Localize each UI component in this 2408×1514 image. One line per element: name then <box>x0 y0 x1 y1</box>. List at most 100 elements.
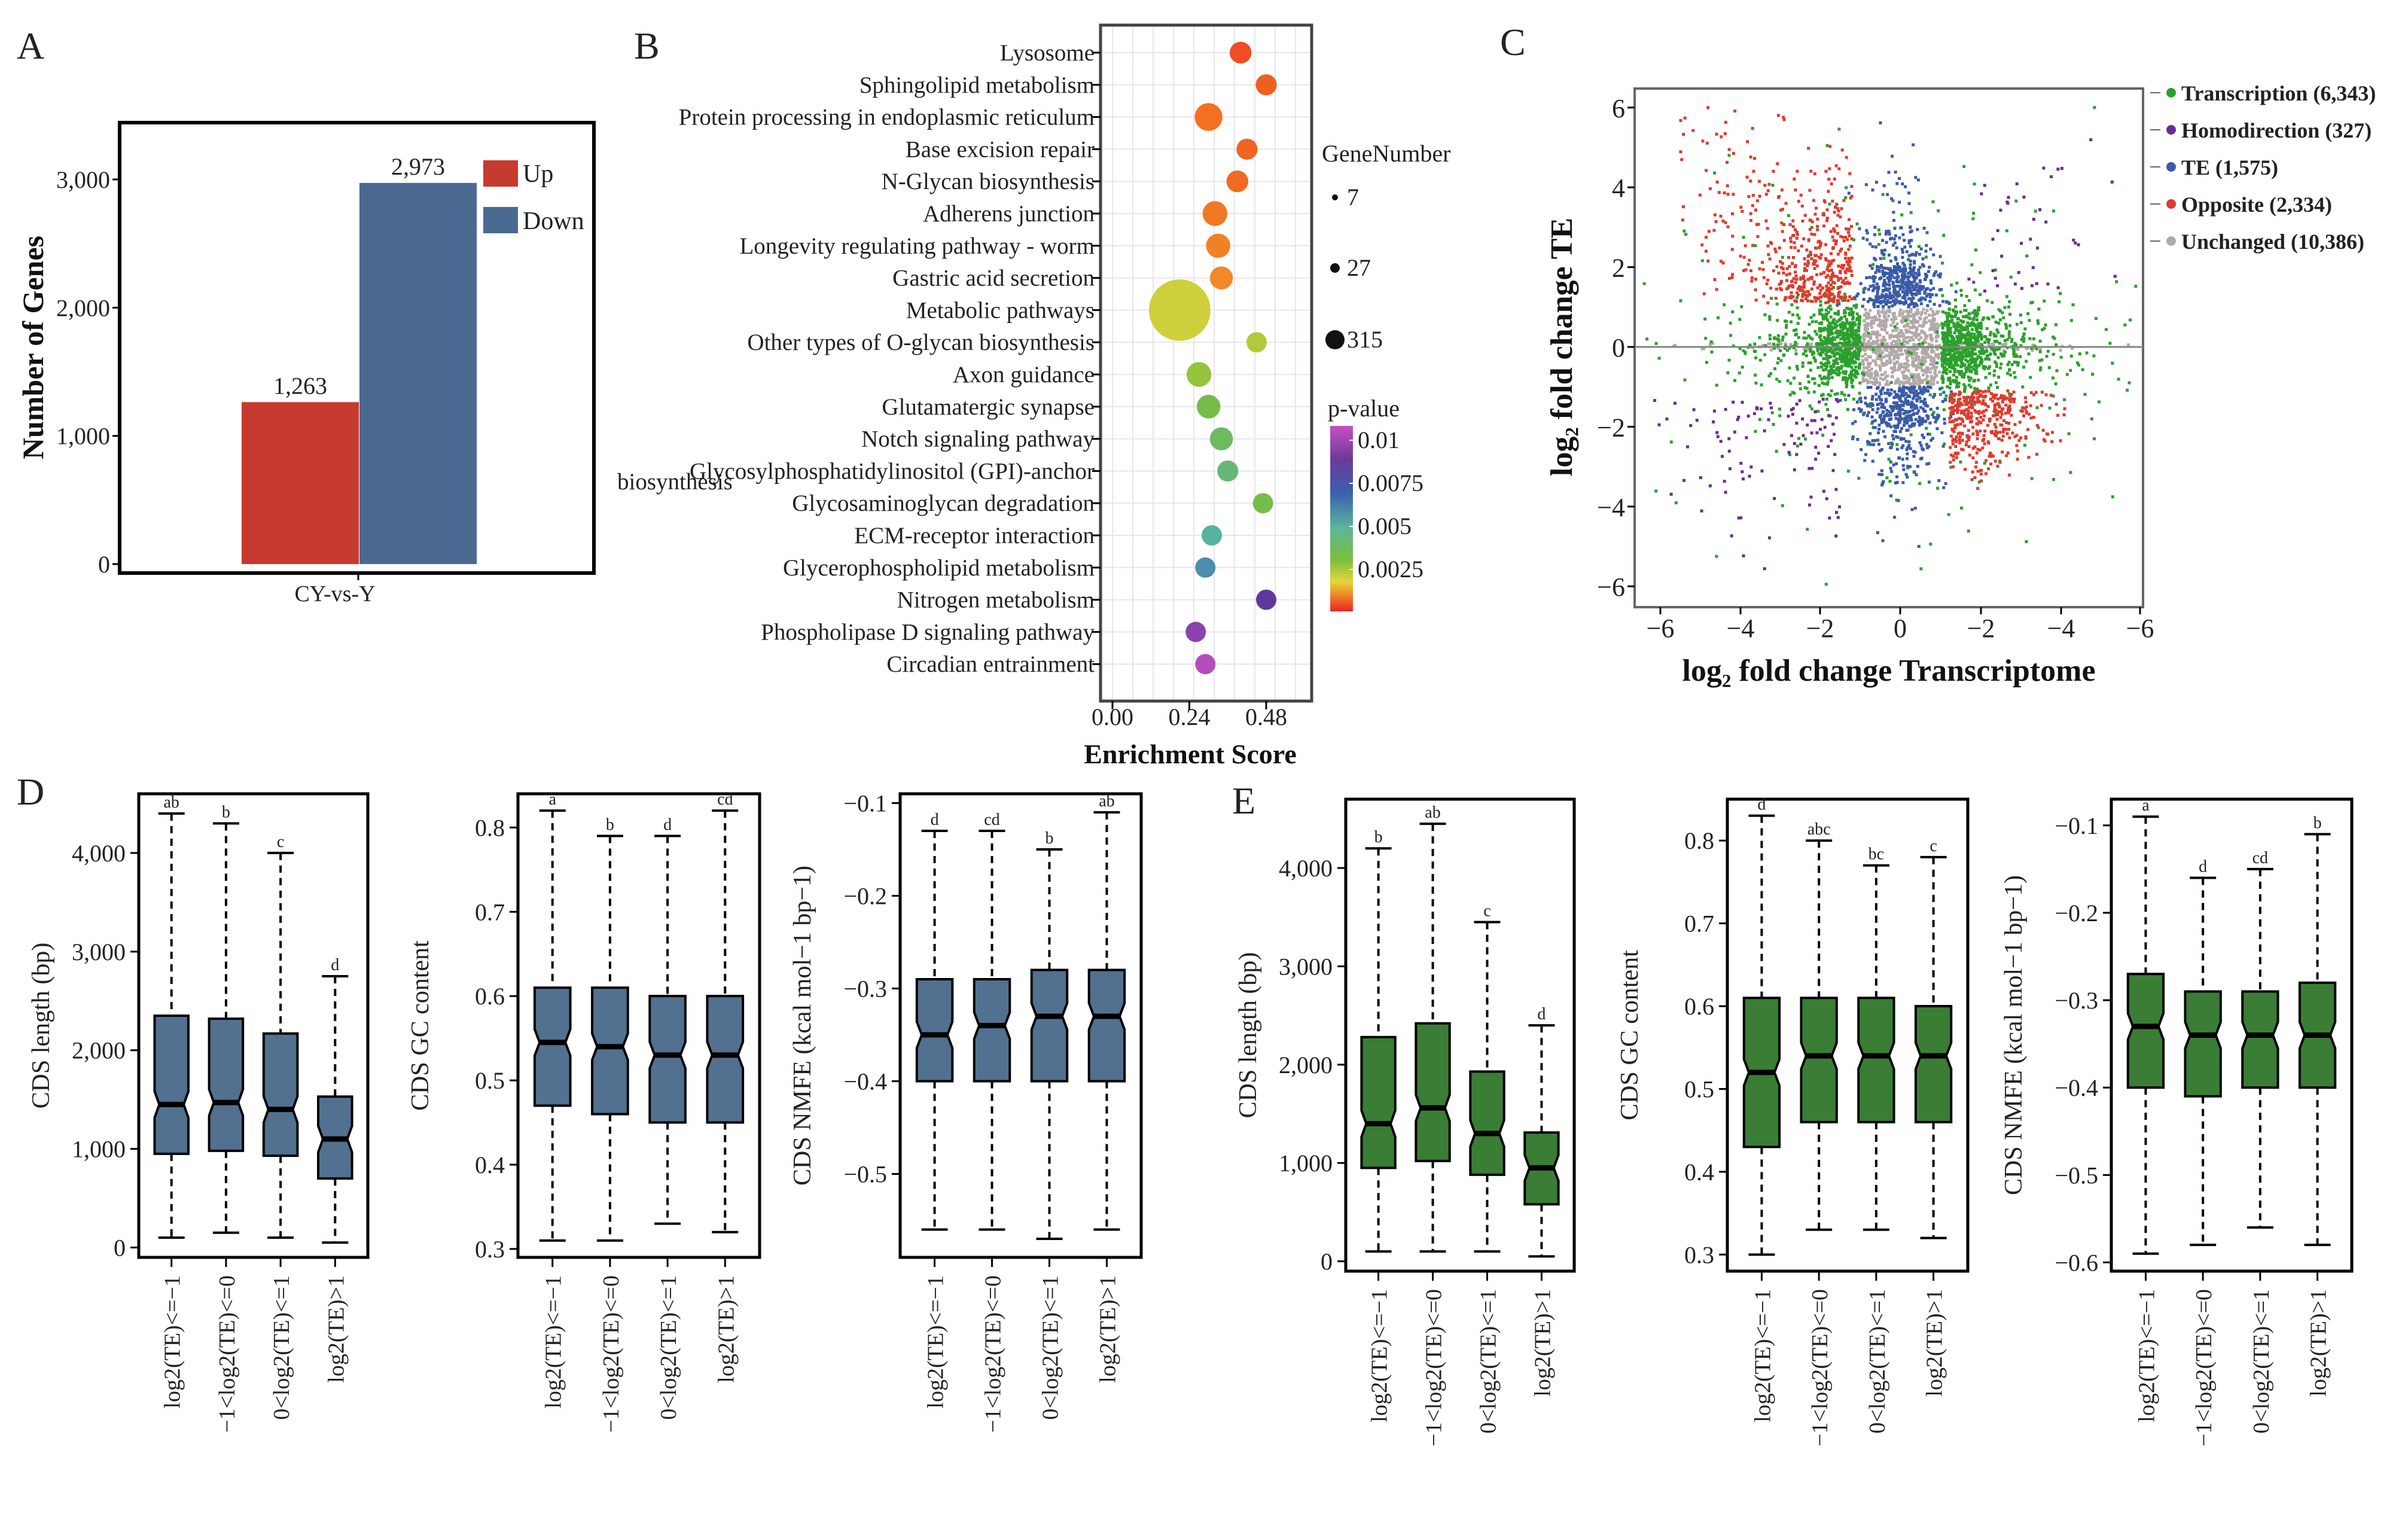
point-transcription <box>1946 324 1950 327</box>
point-unchanged <box>1894 355 1898 359</box>
point-transcription <box>1797 336 1800 339</box>
point-te <box>1927 432 1930 436</box>
point-transcription <box>1986 299 1989 303</box>
point-te <box>1869 285 1872 288</box>
point-opposite <box>1962 395 1965 399</box>
point-opposite <box>1779 260 1782 264</box>
point-homodirection <box>1825 497 1828 501</box>
point-te <box>1916 288 1919 292</box>
point-unchanged <box>1934 353 1938 357</box>
point-unchanged <box>1876 312 1880 315</box>
point-opposite <box>1955 456 1958 459</box>
point-te <box>1873 438 1877 442</box>
point-transcription <box>1948 328 1952 332</box>
point-homodirection <box>1833 432 1836 436</box>
point-transcription <box>1828 356 1831 360</box>
point-transcription <box>2023 327 2027 331</box>
point-te <box>1934 420 1937 424</box>
point-te <box>1886 294 1890 298</box>
point-transcription <box>1812 377 1816 380</box>
point-te <box>1882 284 1885 287</box>
point-te <box>1895 262 1899 266</box>
point-opposite <box>1742 269 1745 272</box>
pathway-label: Protein processing in endoplasmic reticu… <box>679 105 1095 130</box>
point-opposite <box>1975 392 1979 395</box>
point-opposite <box>1836 252 1840 256</box>
point-unchanged <box>1933 358 1936 361</box>
point-transcription <box>1858 340 1862 344</box>
point-opposite <box>2002 427 2005 431</box>
box <box>262 1032 299 1157</box>
point-transcription <box>2044 323 2047 327</box>
point-transcription <box>2037 426 2040 429</box>
point-transcription <box>1845 381 1848 385</box>
point-opposite <box>1762 276 1766 279</box>
point-te <box>1902 389 1906 393</box>
point-opposite <box>1727 148 1731 151</box>
point-te <box>1900 393 1904 397</box>
point-transcription <box>1946 385 1949 388</box>
point-transcription <box>1775 302 1779 306</box>
point-opposite <box>1841 236 1845 239</box>
point-opposite <box>1754 278 1757 281</box>
point-transcription <box>1957 385 1961 388</box>
point-transcription <box>1803 291 1806 294</box>
point-opposite <box>1732 151 1735 155</box>
point-opposite <box>1782 115 1785 119</box>
point-transcription <box>1804 437 1807 441</box>
significance-letter: cd <box>984 811 999 829</box>
significance-letter: bc <box>1869 845 1884 864</box>
point-opposite <box>1989 455 1992 458</box>
point-te <box>1923 291 1927 295</box>
point-opposite <box>2009 400 2013 404</box>
point-transcription <box>1964 334 1967 338</box>
point-te <box>1915 276 1918 280</box>
point-transcription <box>1967 330 1970 334</box>
point-transcription <box>1895 498 1898 502</box>
point-transcription <box>1989 333 1992 337</box>
point-opposite <box>2032 416 2035 419</box>
point-transcription <box>1819 361 1823 365</box>
point-te <box>1901 458 1904 461</box>
point-opposite <box>1831 272 1834 275</box>
point-transcription <box>2010 363 2014 367</box>
point-transcription <box>1828 304 1832 308</box>
point-transcription <box>1854 365 1858 368</box>
point-opposite <box>1782 118 1786 121</box>
point-opposite <box>1806 261 1810 265</box>
point-te <box>1919 444 1923 447</box>
point-te <box>1866 300 1870 303</box>
point-transcription <box>1801 361 1805 365</box>
point-unchanged <box>1882 373 1885 376</box>
point-te <box>1912 455 1916 458</box>
point-unchanged <box>1866 327 1869 331</box>
point-transcription <box>1824 367 1828 371</box>
point-unchanged <box>1914 358 1918 362</box>
point-homodirection <box>1699 476 1702 480</box>
point-transcription <box>1944 343 1948 346</box>
point-transcription <box>1962 315 1965 318</box>
point-opposite <box>1750 276 1754 279</box>
y-tick-label: −0.4 <box>2055 1074 2098 1101</box>
point-te <box>1894 416 1898 420</box>
point-te <box>1856 292 1860 296</box>
point-te <box>1918 385 1922 389</box>
point-opposite <box>1949 461 1952 464</box>
point-transcription <box>1977 324 1981 327</box>
point-opposite <box>1764 193 1768 196</box>
point-opposite <box>1837 278 1840 282</box>
point-te <box>1911 252 1915 256</box>
point-transcription <box>1848 313 1852 316</box>
point-unchanged <box>1867 312 1871 316</box>
point-opposite <box>1964 443 1968 447</box>
point-unchanged <box>1918 382 1921 385</box>
point-opposite <box>1816 224 1819 228</box>
point-transcription <box>1993 369 1996 373</box>
point-opposite <box>2007 473 2011 477</box>
point-transcription <box>1803 331 1806 334</box>
y-tick-label: 0 <box>114 1235 126 1262</box>
point-transcription <box>1822 342 1826 345</box>
point-te <box>1934 270 1938 273</box>
point-transcription <box>1953 370 1956 373</box>
point-transcription <box>1979 324 1983 327</box>
